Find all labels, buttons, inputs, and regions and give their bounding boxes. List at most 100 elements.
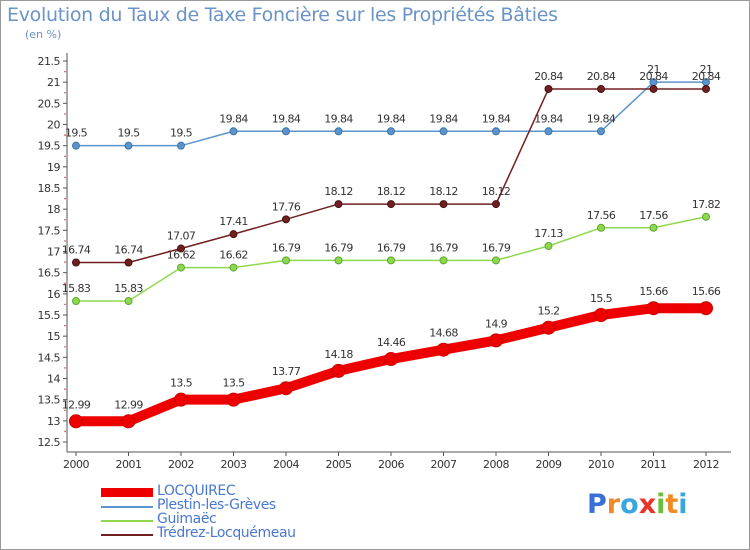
data-point: [492, 256, 500, 265]
y-tick-label: 20: [47, 119, 60, 132]
y-tick-label: 18.5: [38, 182, 61, 195]
data-point: [699, 301, 713, 316]
data-point: [174, 392, 188, 407]
data-point: [124, 297, 133, 306]
data-label: 16.62: [219, 249, 248, 262]
data-point: [334, 256, 343, 265]
data-label: 19.84: [377, 112, 406, 125]
data-label: 19.84: [219, 112, 248, 125]
data-label: 19.5: [117, 127, 140, 140]
y-tick-label: 13: [47, 415, 60, 428]
logo-letter: x: [638, 489, 657, 520]
data-point: [387, 256, 395, 265]
x-tick-label: 2010: [588, 458, 614, 471]
y-minor-tick: [64, 388, 66, 390]
y-minor-tick: [64, 430, 66, 433]
data-label: 16.79: [429, 241, 458, 254]
data-point: [541, 320, 556, 335]
data-point: [229, 127, 238, 136]
y-minor-tick: [64, 345, 66, 348]
y-tick-label: 18: [47, 203, 60, 216]
data-label: 20.84: [692, 70, 721, 83]
data-point: [597, 223, 605, 232]
data-point: [544, 84, 553, 93]
data-point: [229, 230, 238, 239]
y-minor-tick: [64, 70, 66, 73]
data-point: [439, 127, 448, 136]
data-label: 18.12: [429, 185, 458, 198]
y-minor-tick: [64, 155, 66, 158]
data-label: 13.5: [170, 377, 193, 390]
y-tick-label: 17: [47, 246, 60, 259]
y-axis-unit: (en %): [25, 28, 62, 41]
legend-swatch: [101, 520, 153, 522]
y-minor-tick: [64, 282, 66, 285]
y-tick-label: 14.5: [38, 351, 61, 364]
logo-letter: r: [606, 489, 621, 520]
data-label: 14.18: [324, 348, 353, 361]
data-point: [597, 127, 605, 136]
x-tick-label: 2006: [378, 458, 404, 471]
series-1: 19.5 19.5 19.5 19.84 19.84 19.84 19.84 19.84 19.…: [65, 63, 713, 150]
data-label: 16.74: [62, 244, 91, 257]
proxiti-logo: Proxiti: [587, 489, 688, 520]
y-tick-label: 21.5: [38, 55, 61, 68]
data-point: [72, 258, 80, 267]
y-tick-label: 19: [47, 161, 60, 174]
data-point: [649, 84, 658, 93]
data-point: [387, 200, 395, 209]
x-tick-label: 2007: [431, 458, 457, 471]
y-minor-tick: [64, 324, 66, 327]
legend-label: Trédrez-Locquémeau: [157, 525, 296, 541]
legend-swatch: [101, 506, 153, 508]
x-tick-label: 2000: [63, 458, 89, 471]
logo-letter: o: [620, 489, 639, 520]
data-label: 20.84: [534, 70, 563, 83]
x-tick-label: 2008: [483, 458, 509, 471]
series-0: 12.99 12.99 13.5 13.5 13.77 14.18 14.46 14.68 14…: [62, 285, 721, 429]
y-minor-tick: [64, 91, 66, 94]
data-label: 17.41: [219, 215, 248, 228]
data-label: 14.46: [377, 336, 406, 349]
data-point: [594, 308, 608, 322]
data-point: [702, 212, 710, 221]
y-tick-label: 15.5: [38, 309, 61, 322]
chart-title: Evolution du Taux de Taxe Foncière sur l…: [7, 4, 558, 26]
data-label: 19.84: [482, 112, 511, 125]
data-label: 16.79: [324, 241, 353, 254]
x-tick-label: 2001: [116, 458, 142, 471]
data-label: 19.84: [272, 112, 301, 125]
data-label: 17.56: [587, 209, 616, 222]
data-label: 12.99: [114, 398, 143, 411]
data-label: 12.99: [62, 398, 91, 411]
x-tick-label: 2002: [168, 458, 194, 471]
data-point: [439, 256, 448, 265]
data-label: 15.83: [114, 282, 143, 295]
logo-letter: P: [587, 489, 607, 520]
data-label: 15.5: [590, 292, 613, 305]
y-tick-label: 16.5: [38, 267, 61, 280]
data-label: 18.12: [482, 185, 511, 198]
data-point: [544, 127, 553, 136]
data-point: [229, 263, 238, 272]
x-tick-label: 2009: [536, 458, 562, 471]
y-minor-tick: [64, 134, 66, 136]
legend-label: Guimaëc: [157, 511, 217, 527]
data-label: 16.79: [272, 241, 301, 254]
data-label: 17.76: [272, 200, 301, 213]
legend-swatch: [101, 534, 153, 536]
data-point: [177, 141, 185, 150]
data-point: [279, 381, 293, 396]
data-point: [702, 84, 710, 93]
data-label: 14.9: [485, 317, 508, 330]
series-2: 15.83 15.83 16.62 16.62 16.79 16.79 16.79 16.79…: [62, 198, 721, 306]
data-label: 21: [647, 63, 660, 76]
data-label: 16.79: [482, 241, 511, 254]
data-label: 19.84: [534, 112, 563, 125]
data-label: 17.07: [167, 230, 196, 243]
data-point: [282, 215, 290, 224]
legend-label: LOCQUIREC: [157, 483, 236, 499]
data-point: [177, 244, 185, 253]
y-minor-tick: [64, 409, 66, 412]
